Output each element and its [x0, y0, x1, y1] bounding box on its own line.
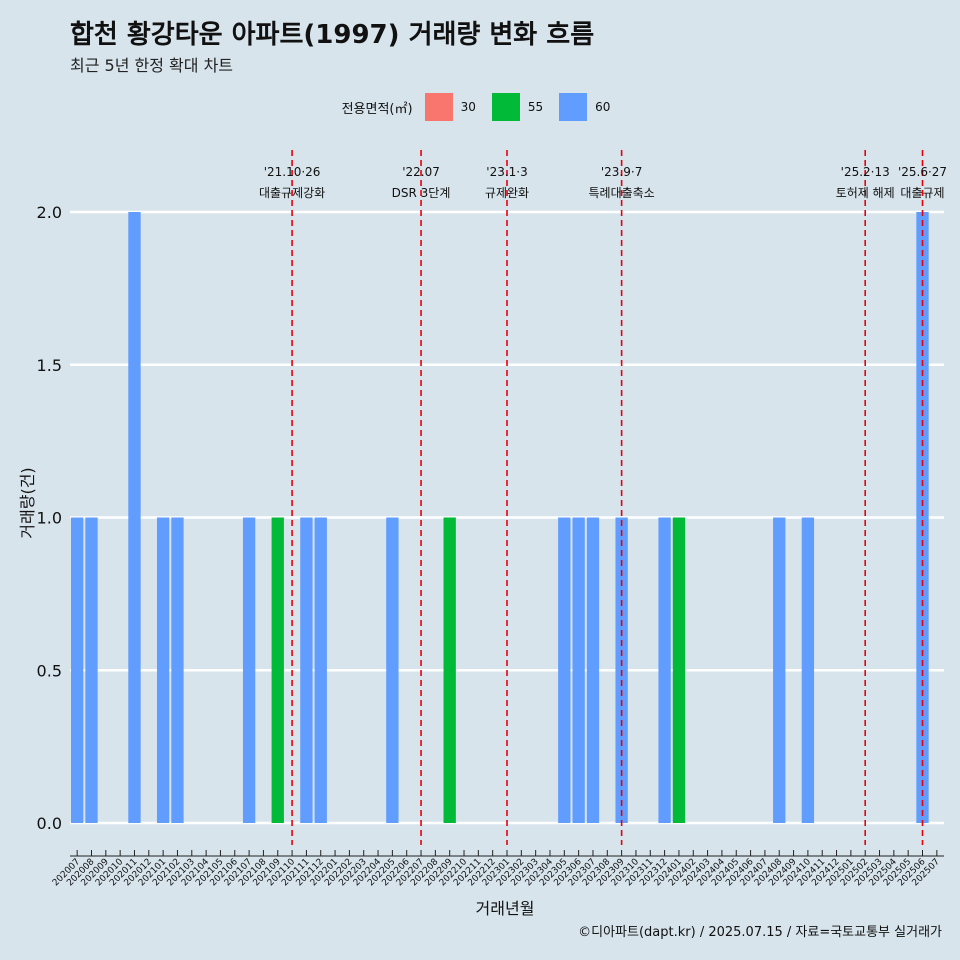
bar-202209-55	[443, 517, 456, 823]
event-text-label: 토허제 해제	[836, 186, 895, 200]
bar-202410-60	[801, 517, 815, 823]
event-date-label: '23.9·7	[601, 165, 642, 179]
bar-202101-60	[156, 517, 170, 823]
event-date-label: '23.1·3	[486, 165, 527, 179]
legend-title: 전용면적(㎡)	[341, 101, 413, 117]
bar-202109-55	[271, 517, 284, 823]
event-date-label: '25.2·13	[841, 165, 890, 179]
legend-swatch-30	[424, 93, 453, 121]
bar-202306-60	[572, 517, 585, 823]
y-tick-label: 0.5	[37, 661, 62, 680]
event-text-label: DSR 3단계	[392, 186, 451, 200]
event-date-label: '21.10·26	[264, 165, 321, 179]
bar-202401-55	[672, 517, 686, 823]
legend-swatch-55	[491, 93, 520, 121]
bar-202107-60	[242, 517, 256, 823]
bar-202205-60	[386, 517, 399, 823]
chart-subtitle: 최근 5년 한정 확대 차트	[70, 56, 234, 75]
y-axis-title: 거래량(건)	[18, 467, 37, 538]
bar-202011-60	[128, 212, 141, 823]
event-lines	[291, 150, 924, 845]
x-axis: 2020072020082020092020102020112020122021…	[51, 850, 944, 888]
x-axis-title: 거래년월	[476, 899, 535, 918]
event-text-label: 대출규제	[900, 186, 944, 200]
event-date-label: '22.07	[402, 165, 440, 179]
y-tick-label: 0.0	[37, 814, 62, 833]
annotations: '21.10·26 대출규제강화 '22.07 DSR 3단계 '23.1·3 규제완화 '…	[259, 165, 947, 200]
event-text-label: 대출규제강화	[259, 186, 325, 200]
source-caption: ©디아파트(dapt.kr) / 2025.07.15 / 자료=국토교통부 실…	[578, 925, 942, 940]
y-axis: 0.0 0.5 1.0 1.5 2.0	[37, 203, 62, 833]
y-tick-label: 2.0	[37, 203, 62, 222]
bar-202305-60	[558, 517, 571, 823]
bar-202506-60	[916, 212, 929, 823]
bars	[71, 212, 929, 823]
legend-label-60: 60	[595, 100, 611, 114]
y-tick-label: 1.0	[37, 509, 62, 528]
bar-202312-60	[658, 517, 671, 823]
bar-202111-60	[300, 517, 313, 823]
legend-label-55: 55	[527, 100, 544, 114]
legend-item-60: 60	[559, 93, 610, 121]
bar-202408-60	[773, 517, 786, 823]
chart-title: 합천 황강타운 아파트(1997) 거래량 변화 흐름	[70, 20, 595, 50]
legend-item-30: 30	[424, 93, 476, 121]
legend: 전용면적(㎡) 30 55 60	[0, 92, 960, 122]
event-date-label: '25.6·27	[898, 165, 947, 179]
y-tick-label: 1.5	[37, 356, 62, 375]
legend-item-55: 55	[491, 93, 544, 121]
event-text-label: 특례대출축소	[588, 186, 654, 200]
legend-swatch-60	[559, 93, 588, 121]
bar-202112-60	[314, 517, 327, 823]
bar-202307-60	[586, 517, 600, 823]
bar-202102-60	[171, 517, 184, 823]
bar-202008-60	[85, 517, 98, 823]
event-text-label: 규제완화	[485, 186, 529, 200]
legend-label-30: 30	[460, 100, 476, 114]
bar-202007-60	[71, 517, 84, 823]
